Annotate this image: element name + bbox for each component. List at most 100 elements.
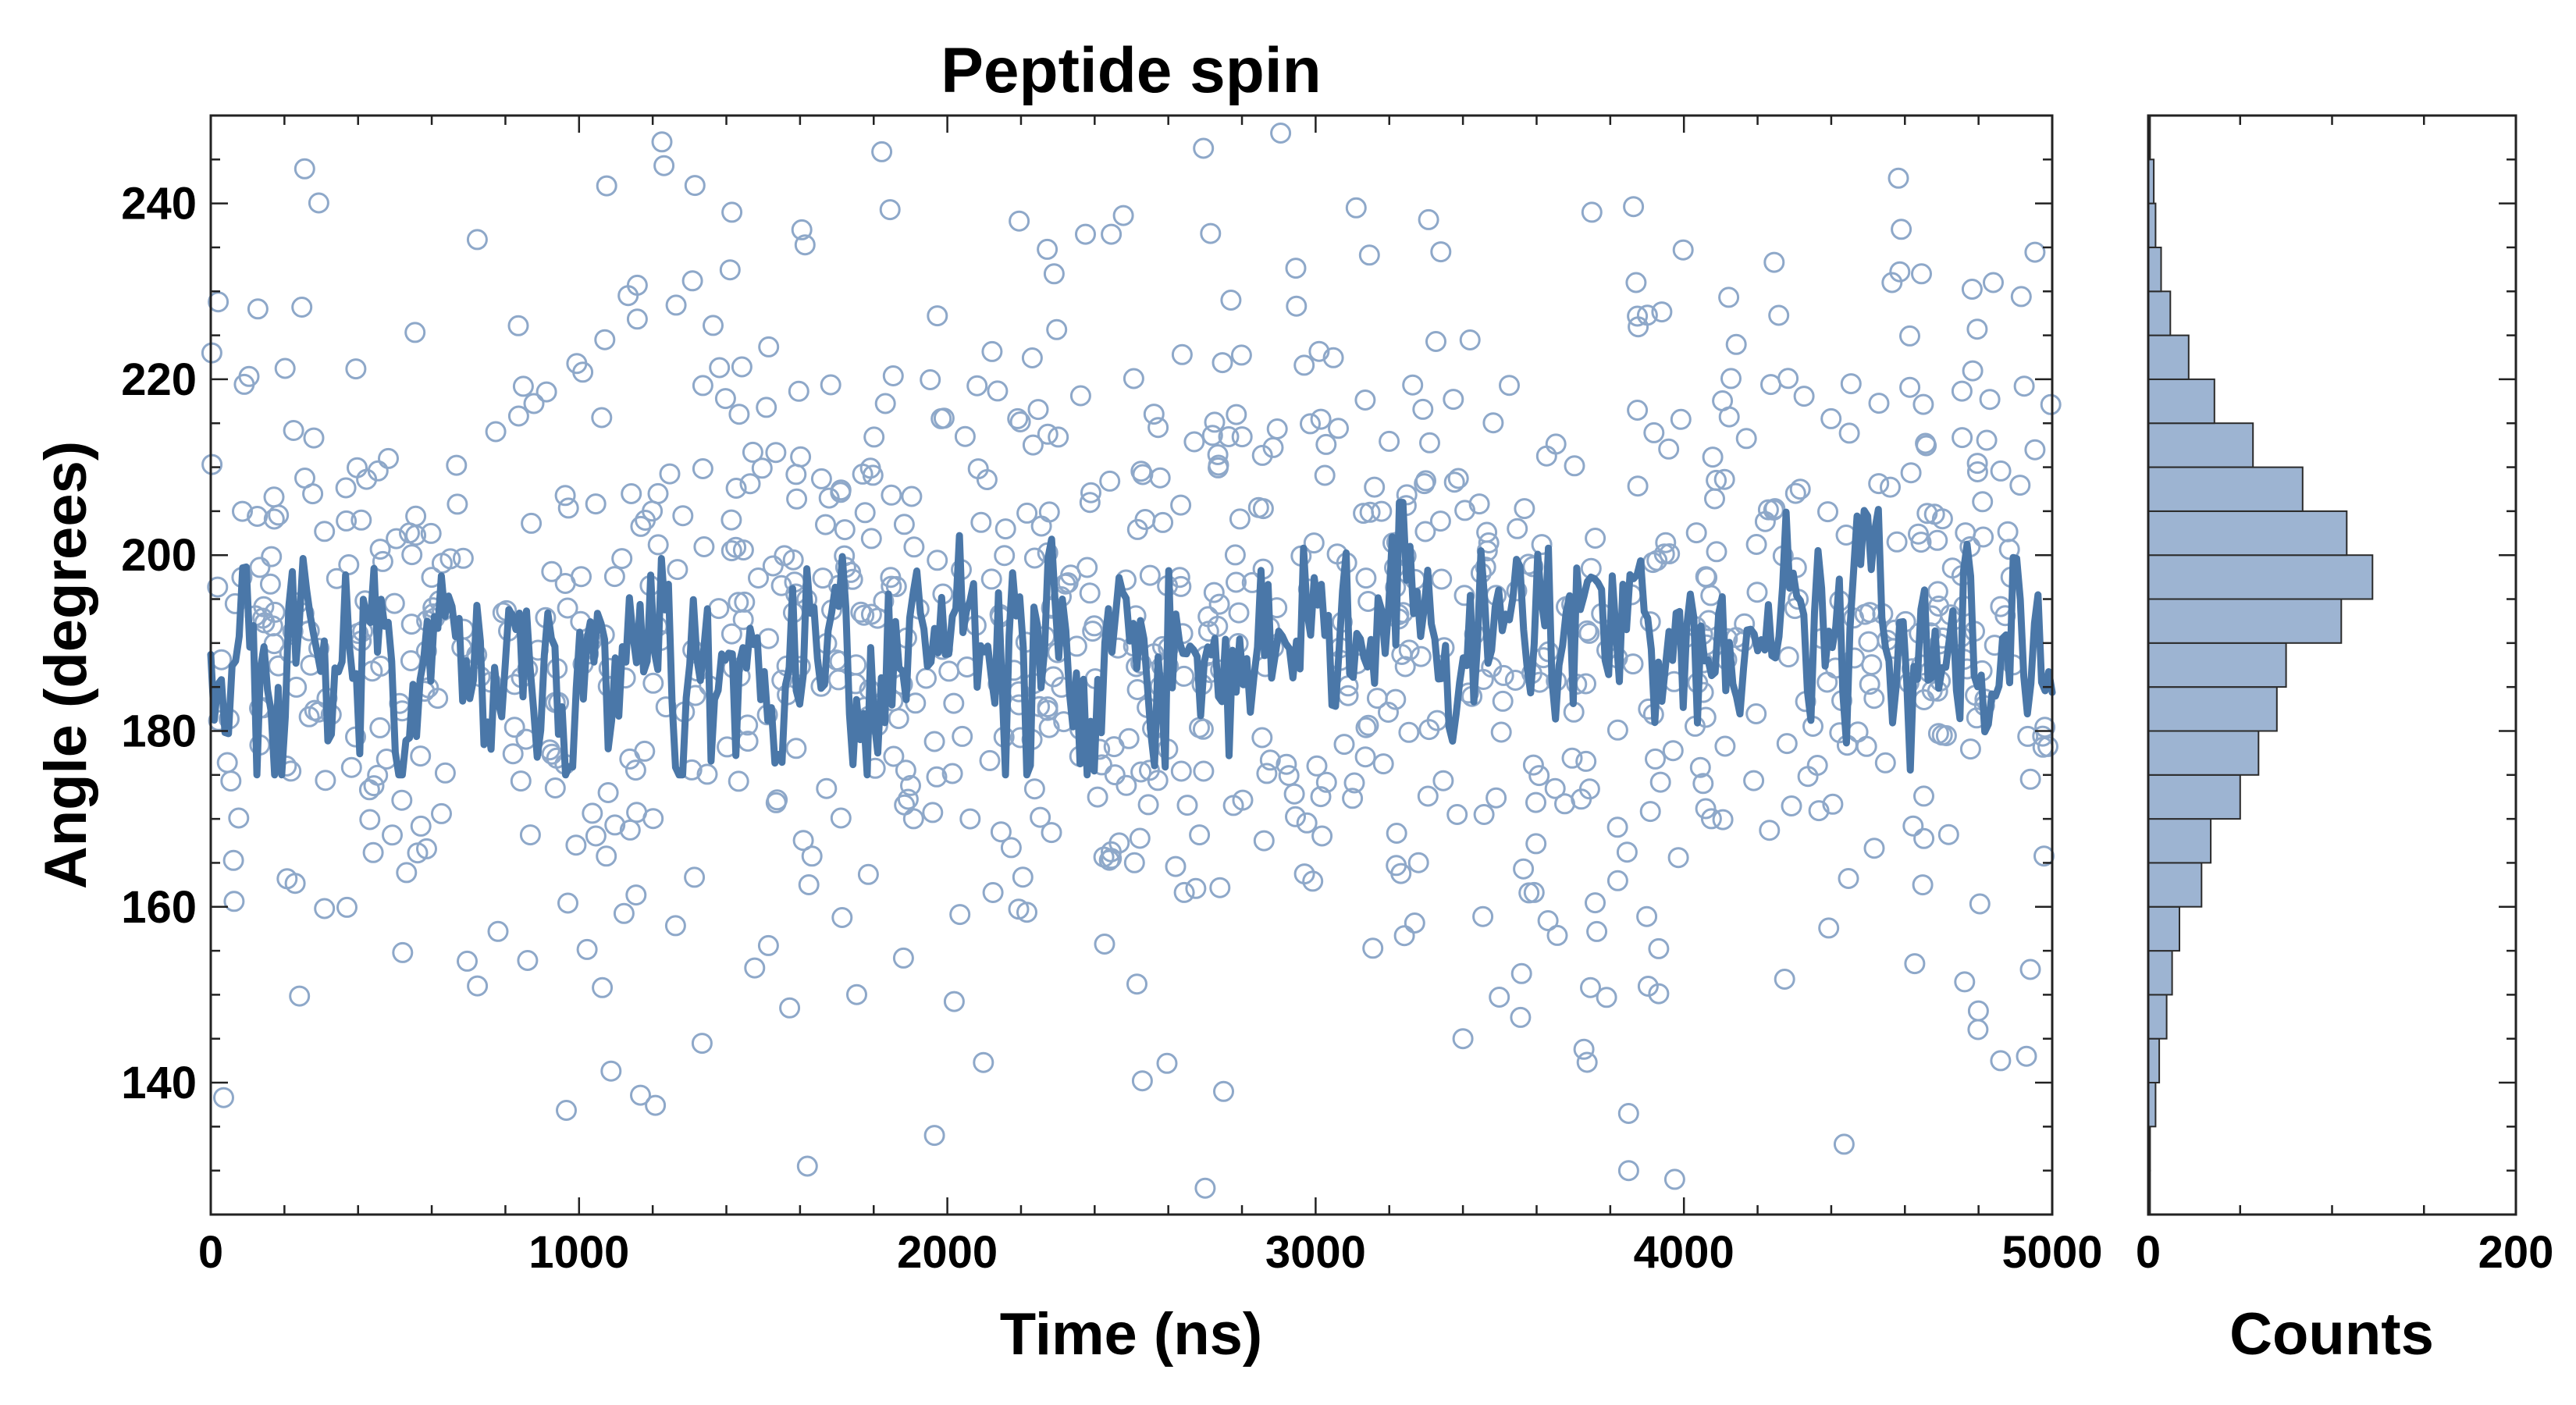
running-average-line	[207, 499, 2056, 779]
scatter-point	[1314, 464, 1336, 486]
scatter-point	[1129, 827, 1151, 849]
scatter-point	[519, 824, 541, 846]
scatter-point	[1902, 815, 1924, 837]
scatter-point	[1126, 973, 1147, 995]
scatter-point	[1212, 352, 1233, 374]
histogram-axis-ticks	[2147, 116, 2517, 1215]
scatter-point	[1038, 717, 1060, 738]
scatter-tick-labels: 0 1000 2000 3000 4000 5000 140 160 180 200 220 240	[121, 179, 2102, 1278]
scatter-point	[902, 808, 924, 830]
scatter-point	[920, 369, 941, 390]
scatter-point	[1575, 750, 1597, 772]
scatter-point	[721, 201, 743, 223]
scatter-point	[1962, 360, 1984, 382]
scatter-point	[1183, 431, 1205, 453]
scatter-point	[621, 483, 642, 504]
scatter-point	[1041, 822, 1062, 844]
scatter-point	[1492, 690, 1514, 712]
scatter-point	[952, 725, 973, 747]
scatter-point	[1545, 433, 1567, 455]
scatter-point	[1886, 531, 1908, 553]
scatter-axis-ticks	[209, 116, 2054, 1215]
scatter-point	[816, 777, 838, 799]
scatter-point	[2024, 439, 2046, 461]
scatter-point	[1203, 582, 1225, 603]
scatter-point	[1048, 426, 1069, 448]
scatter-point	[1858, 631, 1880, 653]
scatter-point	[642, 500, 664, 522]
scatter-point	[1000, 837, 1022, 859]
scatter-point	[1355, 717, 1377, 738]
scatter-point	[1194, 1177, 1216, 1199]
scatter-point	[739, 473, 761, 495]
scatter-point	[512, 375, 534, 397]
scatter-point	[626, 308, 648, 330]
scatter-point	[1585, 528, 1606, 549]
histogram-bar	[2147, 686, 2278, 732]
scatter-point	[1315, 771, 1337, 793]
scatter-point	[1746, 582, 1768, 603]
scatter-point	[1364, 476, 1386, 498]
scatter-point	[994, 518, 1016, 540]
scatter-point	[1404, 912, 1425, 934]
scatter-point	[208, 291, 229, 313]
scatter-point	[431, 802, 452, 824]
scatter-point	[1353, 503, 1375, 525]
scatter-point	[314, 521, 336, 542]
scatter-point	[1012, 866, 1034, 888]
scatter-point	[1912, 874, 1934, 896]
scatter-point	[751, 457, 773, 479]
scatter-point	[1253, 830, 1275, 852]
scatter-point	[1952, 427, 1973, 449]
scatter-point	[1431, 568, 1453, 590]
scatter-point	[943, 692, 965, 714]
x-tick-label: 3000	[1265, 1227, 1366, 1278]
scatter-point	[1655, 532, 1677, 553]
histogram-bar	[2147, 378, 2215, 425]
scatter-point	[556, 1100, 577, 1121]
scatter-point	[1208, 593, 1230, 615]
scatter-point	[903, 536, 925, 558]
scatter-point	[1881, 272, 1903, 293]
scatter-point	[1226, 571, 1247, 593]
scatter-point	[1228, 602, 1250, 624]
scatter-point	[1407, 852, 1429, 873]
scatter-point	[853, 604, 875, 626]
scatter-point	[1038, 501, 1060, 523]
scatter-point	[485, 421, 507, 443]
scatter-point	[874, 393, 896, 414]
scatter-point	[1037, 238, 1059, 260]
scatter-point	[659, 463, 681, 485]
scatter-point	[900, 774, 921, 796]
scatter-point	[1170, 760, 1192, 782]
scatter-point	[541, 560, 563, 582]
scatter-point	[1343, 772, 1365, 794]
scatter-point	[1131, 1070, 1153, 1092]
scatter-point	[1023, 547, 1045, 569]
scatter-point	[1224, 544, 1246, 566]
scatter-point	[1576, 1051, 1598, 1073]
scatter-point	[396, 862, 418, 884]
scatter-point	[1997, 521, 2019, 542]
scatter-point	[708, 598, 730, 620]
scatter-point	[503, 717, 525, 738]
scatter-point	[691, 1033, 713, 1055]
scatter-point	[1959, 738, 1981, 760]
scatter-point	[734, 591, 756, 613]
scatter-point	[1616, 841, 1638, 863]
scatter-point	[1328, 418, 1349, 439]
scatter-point	[1643, 422, 1665, 443]
scatter-point	[834, 519, 856, 541]
scatter-point	[585, 493, 607, 515]
scatter-point	[1098, 849, 1120, 871]
scatter-point	[1270, 123, 1292, 144]
scatter-point	[1546, 924, 1568, 946]
scatter-point	[1868, 393, 1890, 414]
scatter-point	[592, 976, 614, 998]
scatter-point	[207, 576, 229, 598]
scatter-point	[382, 824, 403, 846]
scatter-point	[1165, 855, 1187, 877]
scatter-point	[1430, 241, 1452, 263]
scatter-point	[933, 407, 955, 429]
scatter-point	[1156, 1052, 1178, 1074]
